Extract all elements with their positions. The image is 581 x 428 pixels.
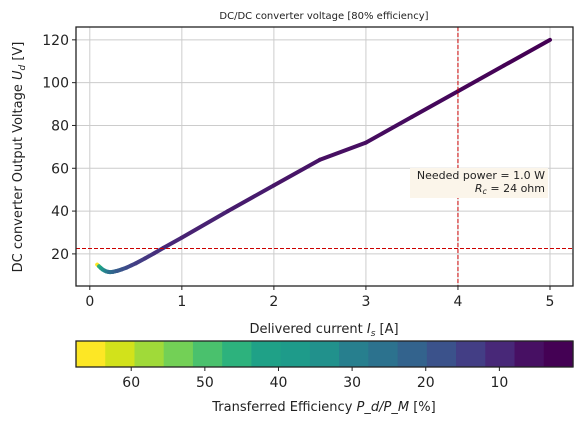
colorbar-tick-label-2: 40 xyxy=(270,375,288,391)
series-0-segment-22 xyxy=(366,117,412,143)
x-axis-label: Delivered current Is [A] xyxy=(249,322,398,339)
colorbar-swatch-15 xyxy=(515,341,545,367)
series-0-segment-18 xyxy=(182,211,228,238)
y-tick-label-3: 80 xyxy=(51,118,69,134)
colorbar-swatch-7 xyxy=(281,341,311,367)
colorbar-swatch-8 xyxy=(310,341,340,367)
colorbar-swatch-4 xyxy=(193,341,223,367)
x-tick-label-0: 0 xyxy=(85,294,94,310)
colorbar-swatch-16 xyxy=(544,341,574,367)
series-0-segment-19 xyxy=(228,185,274,211)
colorbar xyxy=(76,341,574,367)
series-0-segment-21 xyxy=(320,143,366,160)
x-tick-label-3: 3 xyxy=(361,294,370,310)
series-0-segment-25 xyxy=(504,40,550,66)
y-tick-label-2: 60 xyxy=(51,161,69,177)
x-axis-ticks: 0 1 2 3 4 5 xyxy=(85,286,554,310)
x-tick-label-1: 1 xyxy=(177,294,186,310)
colorbar-tick-label-1: 50 xyxy=(196,375,214,391)
colorbar-tick-label-5: 10 xyxy=(490,375,508,391)
annotation-box: Needed power = 1.0 W Rc = 24 ohm xyxy=(410,168,548,198)
colorbar-swatch-12 xyxy=(427,341,457,367)
series-0-segment-20 xyxy=(274,160,320,186)
colorbar-swatch-5 xyxy=(222,341,252,367)
colorbar-swatch-13 xyxy=(456,341,486,367)
colorbar-swatch-0 xyxy=(76,341,106,367)
colorbar-swatch-9 xyxy=(339,341,369,367)
annotation-power: Needed power = 1.0 W xyxy=(417,169,545,182)
colorbar-label: Transferred Efficiency P_d/P_M [%] xyxy=(211,400,435,415)
colorbar-tick-label-3: 30 xyxy=(343,375,361,391)
y-axis-label: DC converter Output Voltage Ud [V] xyxy=(11,42,28,273)
colorbar-swatch-11 xyxy=(398,341,428,367)
colorbar-swatch-10 xyxy=(368,341,398,367)
colorbar-tick-label-4: 20 xyxy=(417,375,435,391)
series-curve xyxy=(97,40,550,272)
y-tick-label-0: 20 xyxy=(51,247,69,263)
y-tick-label-4: 100 xyxy=(42,76,69,92)
colorbar-ticks: 60 50 40 30 20 10 xyxy=(122,367,508,391)
x-tick-label-5: 5 xyxy=(546,294,555,310)
y-axis-ticks: 20 40 60 80 100 120 xyxy=(42,33,76,263)
colorbar-swatch-1 xyxy=(105,341,135,367)
colorbar-swatch-2 xyxy=(134,341,164,367)
series-0-segment-17 xyxy=(163,238,181,248)
x-tick-label-4: 4 xyxy=(453,294,462,310)
chart-title: DC/DC converter voltage [80% efficiency] xyxy=(219,11,428,22)
colorbar-tick-label-0: 60 xyxy=(122,375,140,391)
colorbar-swatch-14 xyxy=(485,341,515,367)
colorbar-swatch-3 xyxy=(164,341,194,367)
colorbar-swatch-6 xyxy=(251,341,281,367)
series-0-segment-23 xyxy=(412,91,458,117)
x-tick-label-2: 2 xyxy=(269,294,278,310)
y-tick-label-5: 120 xyxy=(42,33,69,49)
series-0-segment-24 xyxy=(458,66,504,92)
y-tick-label-1: 40 xyxy=(51,204,69,220)
